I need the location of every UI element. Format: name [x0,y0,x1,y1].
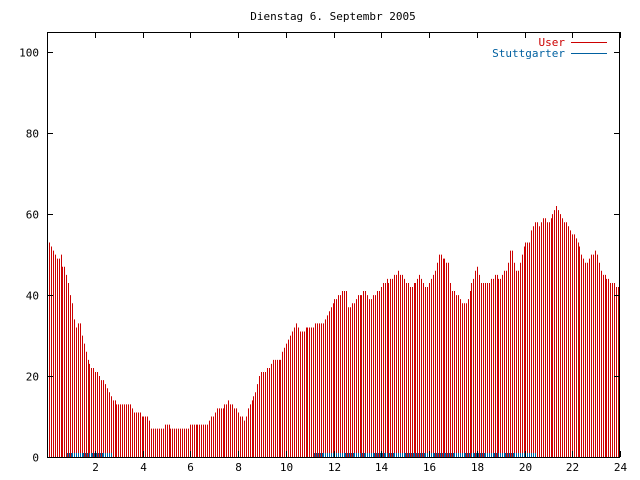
bars-layer [47,206,619,457]
x-tick-label: 2 [92,461,99,474]
y-tick-label: 40 [26,290,39,303]
y-tick-label: 60 [26,209,39,222]
y-tick-label: 80 [26,128,39,141]
x-tick-label: 24 [614,461,628,474]
x-tick-label: 10 [280,461,293,474]
legend-label-stuttgarter: Stuttgarter [492,47,565,60]
x-tick-label: 12 [328,461,341,474]
legend: User Stuttgarter [492,36,607,60]
chart-title: Dienstag 6. Septembr 2005 [250,10,416,23]
x-tick-label: 4 [140,461,147,474]
x-tick-label: 22 [566,461,579,474]
y-tick-label: 100 [19,47,39,60]
x-tick-label: 20 [519,461,532,474]
x-axis: 2 4 6 8 10 12 14 16 18 20 22 24 [92,32,627,474]
legend-label-user: User [539,36,566,49]
x-tick-label: 8 [235,461,242,474]
bars-layer-stuttgarter [67,452,536,457]
x-tick-label: 14 [375,461,389,474]
y-axis: 0 20 40 60 80 100 [19,47,620,465]
y-tick-label: 0 [32,452,39,465]
plot-frame [47,32,620,458]
y-tick-label: 20 [26,371,39,384]
x-tick-label: 6 [187,461,194,474]
x-tick-label: 16 [423,461,436,474]
x-tick-label: 18 [471,461,484,474]
